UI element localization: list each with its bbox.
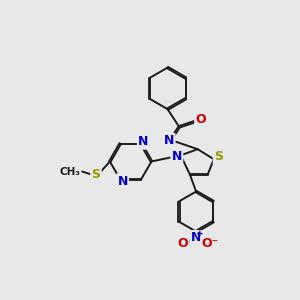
- Text: N: N: [191, 231, 201, 244]
- Text: S: S: [214, 150, 223, 164]
- Text: S: S: [92, 168, 100, 181]
- Text: O: O: [195, 113, 206, 126]
- Text: N: N: [138, 136, 148, 148]
- Text: N: N: [117, 175, 128, 188]
- Text: O: O: [178, 237, 188, 250]
- Text: N: N: [164, 134, 174, 147]
- Text: O⁻: O⁻: [201, 237, 219, 250]
- Text: CH₃: CH₃: [60, 167, 81, 176]
- Text: N: N: [172, 150, 182, 163]
- Text: +: +: [196, 230, 204, 238]
